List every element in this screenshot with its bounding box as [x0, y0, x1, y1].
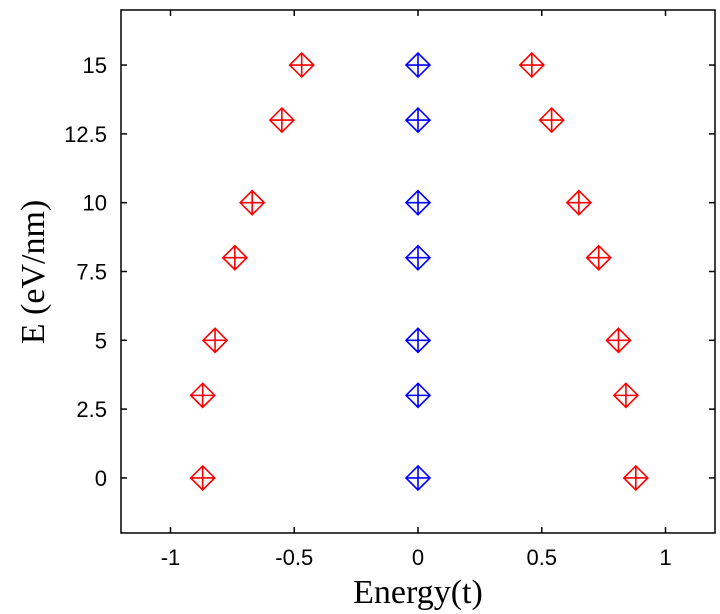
data-point: [622, 464, 649, 492]
data-point: [189, 382, 216, 409]
y-tick-label: 10: [83, 191, 107, 216]
data-point: [404, 327, 432, 354]
data-markers: [189, 51, 649, 492]
data-point: [404, 189, 432, 216]
x-axis-title: Energy(t): [353, 574, 483, 611]
y-axis-title: E (eV/nm): [15, 200, 52, 344]
x-tick-label: -1: [161, 545, 181, 570]
x-tick-label: 1: [659, 545, 671, 570]
data-point: [288, 51, 315, 79]
y-tick-label: 7.5: [76, 260, 107, 285]
data-point: [221, 244, 248, 271]
data-point: [612, 382, 640, 409]
data-point: [538, 106, 565, 134]
data-point: [268, 106, 296, 134]
data-point: [404, 382, 432, 409]
data-point: [404, 244, 432, 271]
data-point: [404, 51, 432, 79]
data-point: [189, 464, 216, 492]
y-tick-label: 2.5: [76, 397, 107, 422]
x-tick-label: 0: [412, 545, 424, 570]
data-point: [518, 51, 545, 79]
data-point: [565, 189, 593, 216]
data-point: [605, 327, 632, 354]
x-tick-label: 0.5: [526, 545, 557, 570]
data-point: [404, 106, 432, 134]
y-tick-label: 0: [95, 466, 107, 491]
y-tick-label: 15: [83, 53, 107, 78]
y-tick-label: 5: [95, 328, 107, 353]
tick-marks: [121, 10, 715, 533]
x-tick-label: -0.5: [275, 545, 313, 570]
plot-area-frame: [120, 9, 716, 534]
y-tick-label: 12.5: [64, 122, 107, 147]
data-point: [585, 244, 612, 271]
data-point: [239, 189, 266, 216]
data-point: [404, 464, 432, 492]
data-point: [201, 327, 229, 354]
